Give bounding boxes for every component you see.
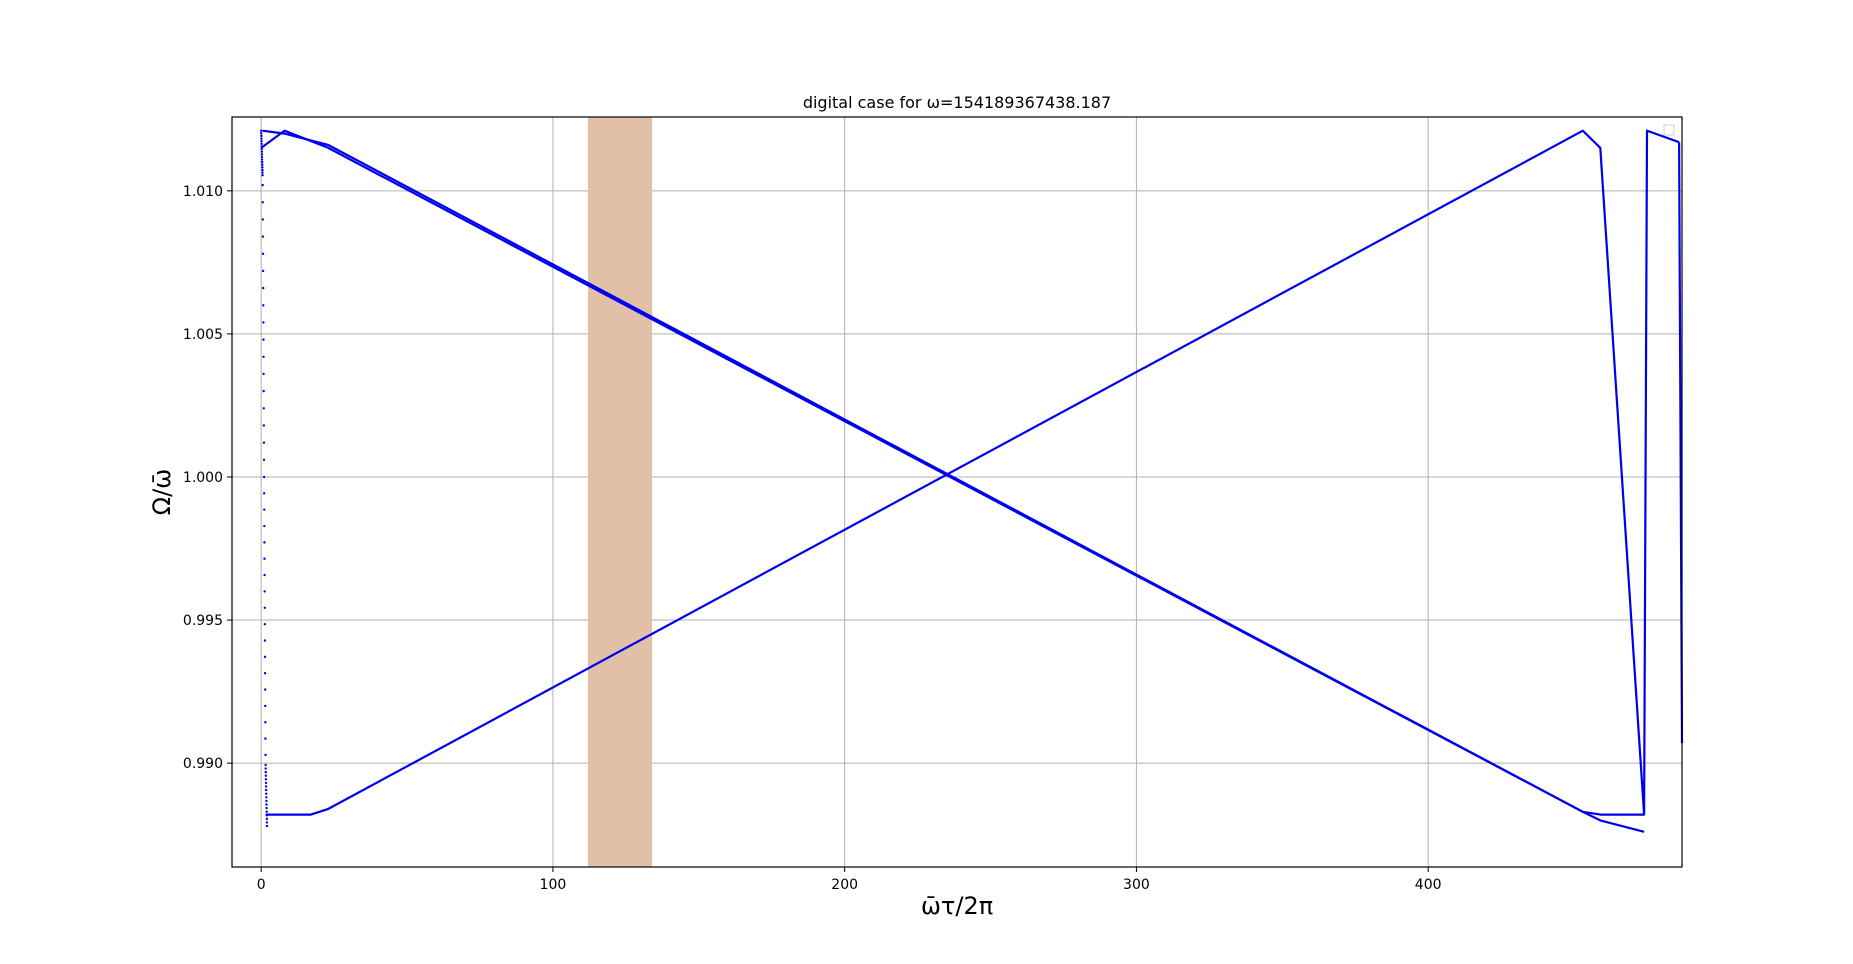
series-dot: [261, 286, 265, 290]
series-layer: [259, 129, 1684, 833]
series-dot: [264, 704, 267, 708]
series-line-3: [1582, 810, 1645, 816]
series-dot: [263, 541, 266, 544]
chart-title: digital case for ω=154189367438.187: [803, 93, 1111, 112]
series-dot: [262, 492, 266, 495]
series-dot: [263, 606, 266, 609]
series-dot: [263, 590, 266, 593]
series-dot: [264, 753, 267, 757]
series-dot: [262, 407, 265, 410]
series-dot: [261, 168, 264, 172]
series-dot: [264, 781, 268, 785]
x-tick-label: 400: [1415, 877, 1442, 893]
series-dot: [260, 134, 263, 138]
series-dot: [261, 183, 264, 187]
series-dot: [262, 338, 265, 341]
grid: [232, 117, 1682, 867]
series-dot: [261, 235, 265, 238]
y-axis-label: Ω/ω̄: [148, 469, 176, 516]
series-dot: [264, 770, 267, 774]
x-tick-label: 200: [831, 877, 858, 893]
series-dot: [261, 201, 264, 204]
series-dot: [263, 622, 267, 626]
series-dot: [263, 688, 267, 691]
series-dot: [260, 150, 264, 153]
series-dot: [265, 824, 269, 828]
series-dot: [264, 763, 267, 767]
series-dot: [262, 441, 266, 444]
series-dot: [263, 639, 267, 642]
series-dot: [261, 163, 264, 166]
series-dot: [260, 142, 263, 146]
series-dot: [262, 304, 265, 307]
series-dot: [260, 132, 263, 135]
legend-box: [1663, 124, 1675, 136]
series-dot: [261, 218, 265, 221]
series-dot: [263, 524, 266, 528]
series-dot: [264, 785, 268, 788]
x-tick-label: 0: [257, 877, 266, 893]
series-dot: [263, 557, 266, 560]
shaded-band: [587, 117, 653, 867]
series-dot: [264, 767, 267, 770]
plot-frame: [231, 116, 1683, 868]
series-dot: [263, 671, 267, 675]
series-dot: [264, 788, 268, 792]
y-tick-label: 1.005: [183, 327, 223, 343]
series-dot: [261, 269, 265, 273]
series-dot: [265, 792, 268, 795]
series-dot: [260, 145, 263, 148]
series-dot: [260, 140, 263, 143]
series-line-2: [265, 129, 1680, 816]
series-dot: [262, 355, 265, 358]
series-dot: [261, 171, 264, 174]
series-dot: [265, 806, 268, 810]
y-tick-label: 1.010: [183, 184, 223, 200]
series-dot: [265, 814, 268, 817]
series-dot: [263, 655, 267, 659]
series-dot: [260, 137, 263, 140]
y-tick-label: 1.000: [183, 470, 223, 486]
series-dot: [265, 817, 269, 821]
series-dot: [264, 778, 268, 781]
series-dot: [261, 166, 264, 169]
series-dot: [265, 796, 268, 799]
series-dot: [262, 389, 265, 393]
series-dot: [262, 458, 266, 462]
series-dot: [265, 799, 268, 803]
series-dot: [260, 153, 264, 156]
series-dot: [260, 155, 264, 159]
series-dot: [263, 508, 266, 511]
series-dot: [262, 424, 266, 427]
series-dot: [259, 129, 263, 132]
series-dot: [260, 147, 263, 151]
series-line-1: [262, 129, 1584, 813]
shaded-band-layer: [587, 117, 653, 867]
series-dot: [264, 774, 268, 777]
y-tick-label: 0.990: [183, 756, 223, 772]
series-line-0: [260, 129, 1645, 833]
series-dot: [262, 372, 265, 376]
series-dot: [265, 821, 269, 824]
series-dot: [260, 158, 264, 161]
series-dot: [265, 810, 268, 813]
series-dot: [260, 160, 264, 164]
series-dot: [262, 321, 265, 324]
series-dot: [262, 475, 266, 479]
series-dot: [261, 174, 264, 177]
series-dot: [265, 803, 268, 806]
x-tick-label: 100: [540, 877, 567, 893]
ticks: 0 100 200 300 400 0.990 0.995 1.000 1.005 1.010: [183, 184, 1442, 893]
series-dot: [263, 573, 266, 577]
series-dot: [264, 721, 267, 724]
series-dot: [264, 737, 267, 740]
y-tick-label: 0.995: [183, 613, 223, 629]
x-axis-label: ω̄τ/2π: [921, 892, 993, 920]
series-dot: [261, 252, 265, 255]
x-tick-label: 300: [1123, 877, 1150, 893]
